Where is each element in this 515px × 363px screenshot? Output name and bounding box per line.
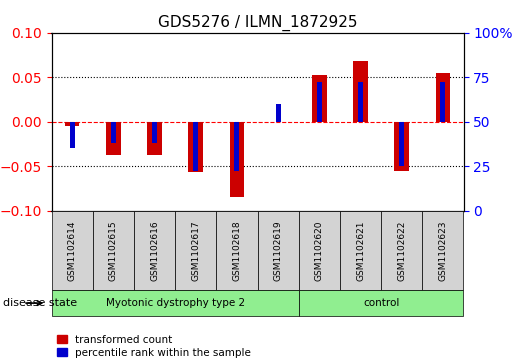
Text: GSM1102619: GSM1102619 — [273, 220, 283, 281]
Text: GSM1102622: GSM1102622 — [397, 220, 406, 281]
Bar — [152, 122, 157, 143]
Bar — [276, 104, 281, 122]
Text: GSM1102617: GSM1102617 — [191, 220, 200, 281]
Bar — [353, 61, 368, 122]
Bar — [399, 122, 404, 166]
Bar — [436, 73, 450, 122]
Bar — [230, 122, 244, 197]
Text: disease state: disease state — [3, 298, 77, 308]
Text: GSM1102621: GSM1102621 — [356, 220, 365, 281]
Bar — [394, 122, 409, 171]
Bar — [70, 122, 75, 148]
Bar — [234, 122, 239, 171]
Text: GSM1102620: GSM1102620 — [315, 220, 324, 281]
Text: Myotonic dystrophy type 2: Myotonic dystrophy type 2 — [106, 298, 245, 308]
Text: control: control — [363, 298, 399, 308]
Bar — [312, 76, 327, 122]
Bar — [440, 82, 445, 122]
Bar — [317, 82, 322, 122]
Bar — [358, 82, 363, 122]
Bar — [188, 122, 203, 172]
Text: GSM1102614: GSM1102614 — [67, 220, 77, 281]
Text: GSM1102616: GSM1102616 — [150, 220, 159, 281]
Bar — [193, 122, 198, 171]
Legend: transformed count, percentile rank within the sample: transformed count, percentile rank withi… — [57, 335, 251, 358]
Bar — [106, 122, 121, 155]
Text: GSM1102618: GSM1102618 — [232, 220, 242, 281]
Bar — [111, 122, 116, 143]
Text: GSM1102623: GSM1102623 — [438, 220, 448, 281]
Title: GDS5276 / ILMN_1872925: GDS5276 / ILMN_1872925 — [158, 15, 357, 31]
Bar — [65, 122, 79, 126]
Bar — [147, 122, 162, 155]
Text: GSM1102615: GSM1102615 — [109, 220, 118, 281]
